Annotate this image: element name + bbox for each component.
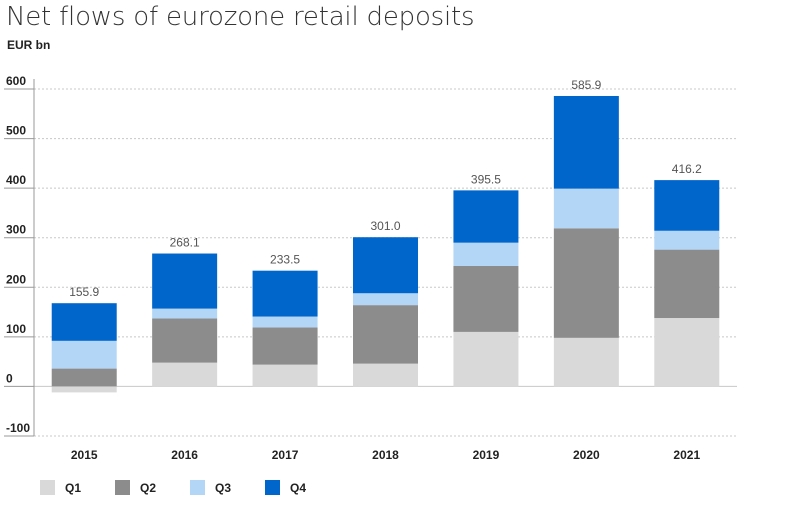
total-label: 585.9 [571,78,601,92]
bar-2016-q3 [152,308,218,319]
total-label: 233.5 [270,253,300,267]
bar-2016-q2 [152,318,218,363]
total-label: 416.2 [672,162,702,176]
bar-2020-q2 [553,228,619,338]
x-tick-label: 2021 [673,448,700,462]
y-tick-label: 0 [6,371,13,385]
legend: Q1 Q2 Q3 Q4 [40,480,340,495]
bar-2015-q2 [51,368,117,387]
x-tick-label: 2017 [272,448,299,462]
legend-swatch [40,480,55,495]
y-tick-label: 400 [6,173,26,187]
legend-label: Q1 [65,480,82,495]
y-tick-label: -100 [6,421,30,435]
bar-2020-q1 [553,337,619,387]
bar-2019-q3 [453,242,519,266]
bar-2020-q3 [553,188,619,229]
legend-label: Q2 [140,480,157,495]
bar-2015-q3 [51,340,117,369]
bar-2021-q2 [654,249,720,319]
bar-2018-q2 [353,305,418,364]
bars [51,95,720,393]
bar-2021-q4 [654,180,720,231]
y-tick-label: 100 [6,322,26,336]
bar-2019-q4 [453,190,519,243]
x-tick-label: 2018 [372,448,399,462]
bar-2018-q1 [353,363,418,387]
bar-2016-q1 [152,362,218,387]
bar-2021-q3 [654,230,720,250]
total-label: 155.9 [69,285,99,299]
total-label: 395.5 [471,172,501,186]
y-tick-label: 600 [6,74,26,88]
bar-2018-q4 [353,237,418,294]
legend-item: Q2 [115,480,190,495]
legend-label: Q4 [290,480,307,495]
bar-2017-q2 [252,327,318,365]
total-label: 301.0 [370,219,400,233]
bar-2015-q1 [51,386,117,393]
x-tick-label: 2019 [473,448,500,462]
gridlines [4,79,737,437]
total-label: 268.1 [170,236,200,250]
total-labels: 155.9 268.1 233.5 301.0 395.5 585.9 416.2 [69,78,702,299]
bar-2017-q3 [252,316,318,328]
bar-2021-q1 [654,318,720,387]
bar-2015-q4 [51,303,117,341]
legend-swatch [115,480,130,495]
y-axis-ticks: -100 0 100 200 300 400 500 600 [6,74,30,435]
legend-item: Q1 [40,480,115,495]
x-tick-label: 2020 [573,448,600,462]
unit-label: EUR bn [7,38,51,52]
bar-2019-q1 [453,331,519,387]
legend-label: Q3 [215,480,232,495]
y-tick-label: 200 [6,272,26,286]
y-tick-label: 500 [6,124,26,138]
bar-2019-q2 [453,265,519,332]
x-axis-ticks: 2015 2016 2017 2018 2019 2020 2021 [71,448,701,462]
legend-swatch [265,480,280,495]
bar-2017-q1 [252,364,318,387]
legend-swatch [190,480,205,495]
legend-item: Q3 [190,480,265,495]
x-tick-label: 2016 [171,448,198,462]
y-tick-label: 300 [6,223,26,237]
x-tick-label: 2015 [71,448,98,462]
bar-2020-q4 [553,95,619,189]
legend-item: Q4 [265,480,340,495]
chart-title: Net flows of eurozone retail deposits [6,2,475,32]
bar-2017-q4 [252,270,318,317]
bar-2018-q3 [353,293,418,306]
bar-2016-q4 [152,253,218,309]
